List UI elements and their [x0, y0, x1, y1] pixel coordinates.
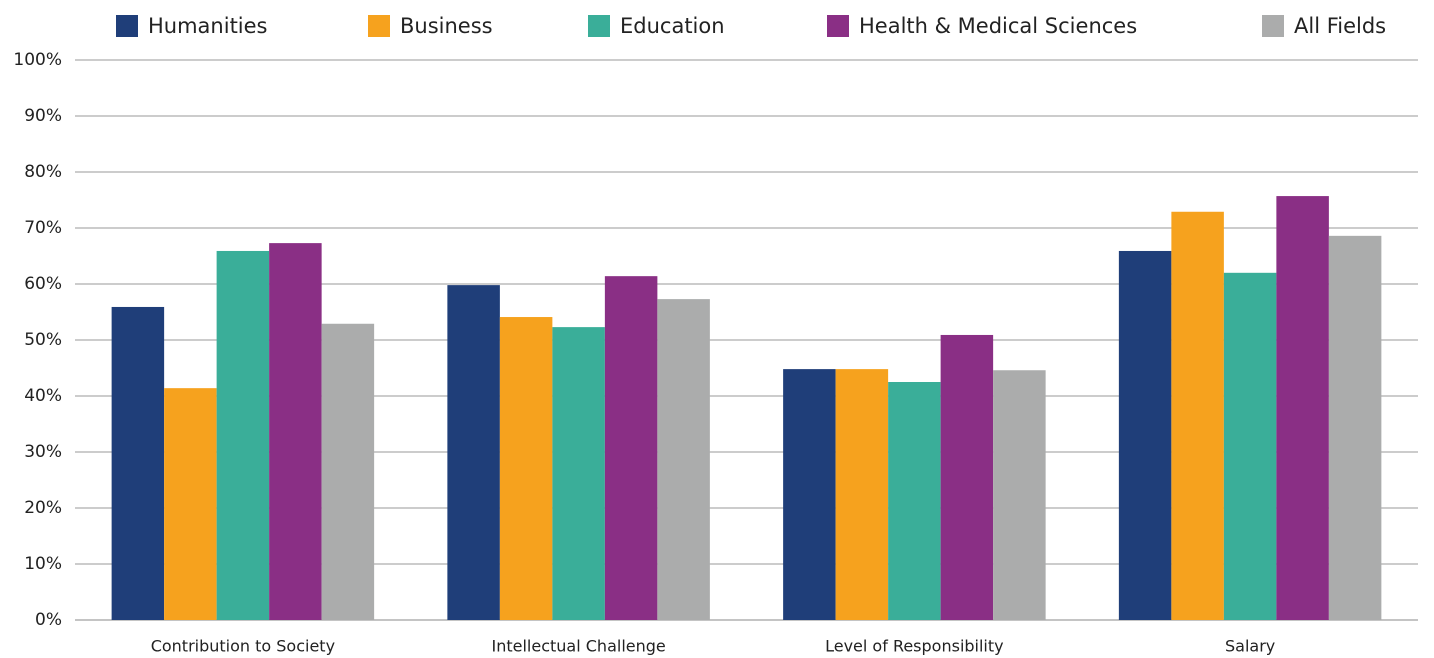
bar [1276, 196, 1329, 620]
y-tick-label: 100% [13, 50, 62, 70]
y-tick-label: 80% [24, 162, 62, 182]
bar [657, 299, 710, 620]
y-tick-label: 10% [24, 554, 62, 574]
legend-swatch [368, 15, 390, 37]
y-tick-label: 30% [24, 442, 62, 462]
legend-swatch [588, 15, 610, 37]
y-tick-label: 40% [24, 386, 62, 406]
bar [604, 276, 658, 620]
x-tick-label: Contribution to Society [151, 637, 335, 656]
bar [164, 388, 217, 620]
legend-swatch [1262, 15, 1284, 37]
bar [888, 382, 941, 620]
y-tick-label: 20% [24, 498, 62, 518]
bar [940, 334, 994, 620]
bar [835, 369, 889, 620]
bar [321, 323, 375, 620]
legend-label: Health & Medical Sciences [859, 14, 1137, 38]
legend-label: Education [620, 14, 725, 38]
legend-swatch [827, 15, 849, 37]
x-tick-label: Level of Responsibility [825, 637, 1004, 656]
bar [447, 285, 500, 620]
bar [783, 369, 836, 620]
legend-swatch [116, 15, 138, 37]
bar [1328, 235, 1382, 620]
y-tick-label: 60% [24, 274, 62, 294]
legend-label: All Fields [1294, 14, 1386, 38]
bar [1171, 211, 1224, 620]
legend-label: Humanities [148, 14, 268, 38]
bar [1118, 250, 1172, 620]
y-tick-label: 0% [35, 610, 62, 630]
y-tick-label: 70% [24, 218, 62, 238]
bar [111, 306, 165, 620]
bar [993, 370, 1046, 620]
legend-label: Business [400, 14, 493, 38]
bar [216, 250, 270, 620]
bar [1223, 272, 1277, 620]
y-tick-label: 50% [24, 330, 62, 350]
bar [499, 317, 553, 620]
bar [552, 327, 605, 620]
x-tick-label: Salary [1225, 637, 1275, 656]
x-tick-label: Intellectual Challenge [492, 637, 666, 656]
bar [269, 243, 322, 620]
y-tick-label: 90% [24, 106, 62, 126]
